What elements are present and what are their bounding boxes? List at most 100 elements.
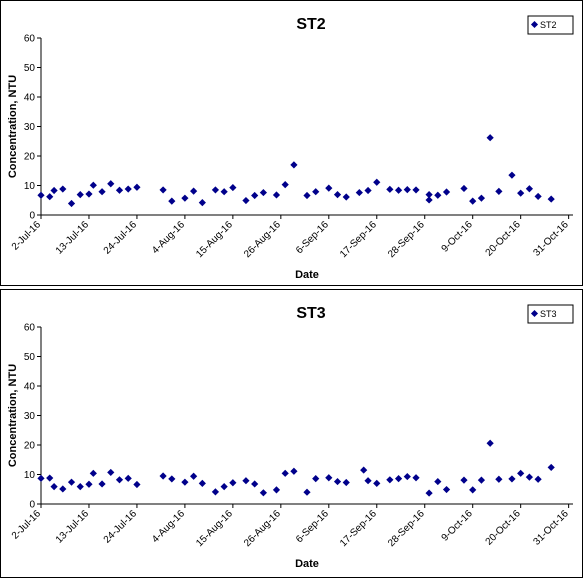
data-point [281,181,289,189]
legend-label: ST2 [540,20,557,30]
legend-box [527,15,574,35]
data-point [67,199,76,208]
data-point [98,480,106,488]
data-point [386,476,394,484]
data-point [211,488,220,496]
y-tick-label: 20 [24,152,36,163]
x-tick-label: 17-Sep-16 [338,508,379,549]
data-point [159,186,167,194]
data-point [242,477,250,485]
data-point [364,186,372,195]
data-point [469,486,477,494]
data-point [495,187,503,195]
data-point [181,194,189,202]
data-point [181,478,189,486]
data-point [477,194,486,202]
chart-svg-st3: ST3 ST3 0 10 20 30 40 50 60 2-Jul-16 13-Jul-16 24-J… [7,304,574,570]
x-tick-label: 15-Aug-16 [194,219,235,260]
x-tick-label: 20-Oct-16 [484,508,524,548]
chart-panel-st2: ST2 ST2 0 10 20 30 40 50 60 2-Jul-16 13-Jul-16 24-J… [0,0,583,286]
legend-marker [530,20,539,29]
x-tick-label: 28-Sep-16 [386,508,427,549]
legend: ST2 [527,15,574,35]
x-tick-label: 17-Sep-16 [338,219,379,260]
data-point [290,161,298,169]
data-point [434,191,442,199]
data-point [133,183,141,191]
data-point [133,480,141,489]
data-point [434,477,442,486]
data-point [486,439,494,447]
y-tick-label: 30 [24,122,36,133]
y-tick-label: 60 [24,323,36,334]
data-point [425,196,433,204]
data-point [229,479,237,487]
y-tick-label: 40 [24,382,36,393]
data-point [50,482,58,491]
x-tick-label: 9-Oct-16 [440,219,476,255]
x-tick-label: 28-Sep-16 [386,219,427,260]
data-point [59,185,67,193]
data-point [312,188,320,196]
data-point [290,467,298,475]
chart-svg-st2: ST2 ST2 0 10 20 30 40 50 60 2-Jul-16 13-Jul-16 24-J… [7,15,574,281]
data-point [89,181,97,189]
data-point [50,186,58,195]
y-tick-label: 0 [29,500,35,511]
data-point [259,489,267,497]
legend-box [527,304,574,324]
x-tick-label: 20-Oct-16 [484,219,524,259]
data-point [85,480,93,488]
data-point [89,469,97,477]
data-point [220,482,228,491]
data-point [59,485,67,493]
data-point [325,184,333,192]
x-tick-label: 31-Oct-16 [532,508,572,548]
data-point [486,134,494,142]
y-tick-label: 10 [24,181,36,192]
data-point [168,475,176,483]
data-point [477,476,486,484]
data-point [425,191,433,199]
data-point [412,186,420,194]
data-point [76,191,84,199]
x-tick-label: 9-Oct-16 [440,508,476,544]
chart-title: ST3 [296,305,325,322]
data-point [115,476,124,484]
legend: ST3 [527,304,574,324]
data-point [37,474,45,482]
x-tick-label: 2-Jul-16 [10,508,44,542]
data-point [355,188,363,197]
x-tick-label: 2-Jul-16 [10,219,44,253]
data-point [469,197,477,205]
data-point [272,191,281,199]
data-point [342,478,350,487]
legend-label: ST3 [540,309,557,319]
data-point [98,188,106,196]
data-point [412,474,420,482]
data-point [508,171,516,179]
data-point [442,485,451,494]
data-point [281,469,289,477]
x-tick-label: 31-Oct-16 [532,219,572,259]
data-point [198,199,206,207]
data-point [220,188,228,196]
data-point [211,186,220,194]
data-point [534,192,542,201]
data-point [259,188,267,197]
x-tick-label: 15-Aug-16 [194,508,235,549]
data-point [325,474,333,482]
data-point [547,463,555,472]
x-axis-label: Date [295,558,319,570]
data-point [107,180,115,188]
data-point [364,477,372,485]
data-point [495,475,503,483]
y-tick-label: 40 [24,93,36,104]
legend-marker [530,309,539,318]
y-axis-label: Concentration, NTU [7,75,19,178]
x-tick-label: 26-Aug-16 [242,219,283,260]
data-point [394,475,403,483]
data-point [67,478,76,486]
y-tick-label: 20 [24,441,36,452]
data-point [386,185,394,193]
